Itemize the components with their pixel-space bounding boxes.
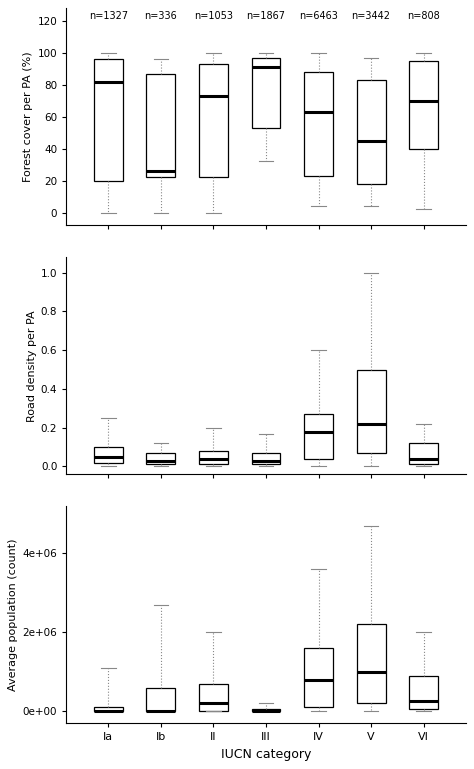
Text: n=336: n=336 [145,12,177,22]
Text: n=1327: n=1327 [89,12,128,22]
Y-axis label: Average population (count): Average population (count) [9,538,18,691]
PathPatch shape [252,58,281,128]
PathPatch shape [252,453,281,464]
PathPatch shape [199,451,228,464]
PathPatch shape [94,59,123,181]
PathPatch shape [304,648,333,707]
PathPatch shape [304,72,333,176]
PathPatch shape [356,624,385,704]
Text: n=6463: n=6463 [299,12,338,22]
Text: n=3442: n=3442 [352,12,391,22]
PathPatch shape [146,453,175,464]
PathPatch shape [199,684,228,711]
Y-axis label: Road density per PA: Road density per PA [27,310,36,421]
PathPatch shape [409,61,438,148]
PathPatch shape [94,707,123,711]
PathPatch shape [356,80,385,184]
PathPatch shape [409,676,438,709]
X-axis label: IUCN category: IUCN category [221,747,311,761]
Text: n=1867: n=1867 [246,12,285,22]
PathPatch shape [356,370,385,453]
PathPatch shape [94,447,123,463]
PathPatch shape [146,687,175,711]
PathPatch shape [304,414,333,458]
PathPatch shape [146,74,175,178]
Text: n=1053: n=1053 [194,12,233,22]
PathPatch shape [252,709,281,711]
PathPatch shape [409,443,438,464]
Y-axis label: Forest cover per PA (%): Forest cover per PA (%) [23,52,33,182]
Text: n=808: n=808 [407,12,440,22]
PathPatch shape [199,64,228,178]
